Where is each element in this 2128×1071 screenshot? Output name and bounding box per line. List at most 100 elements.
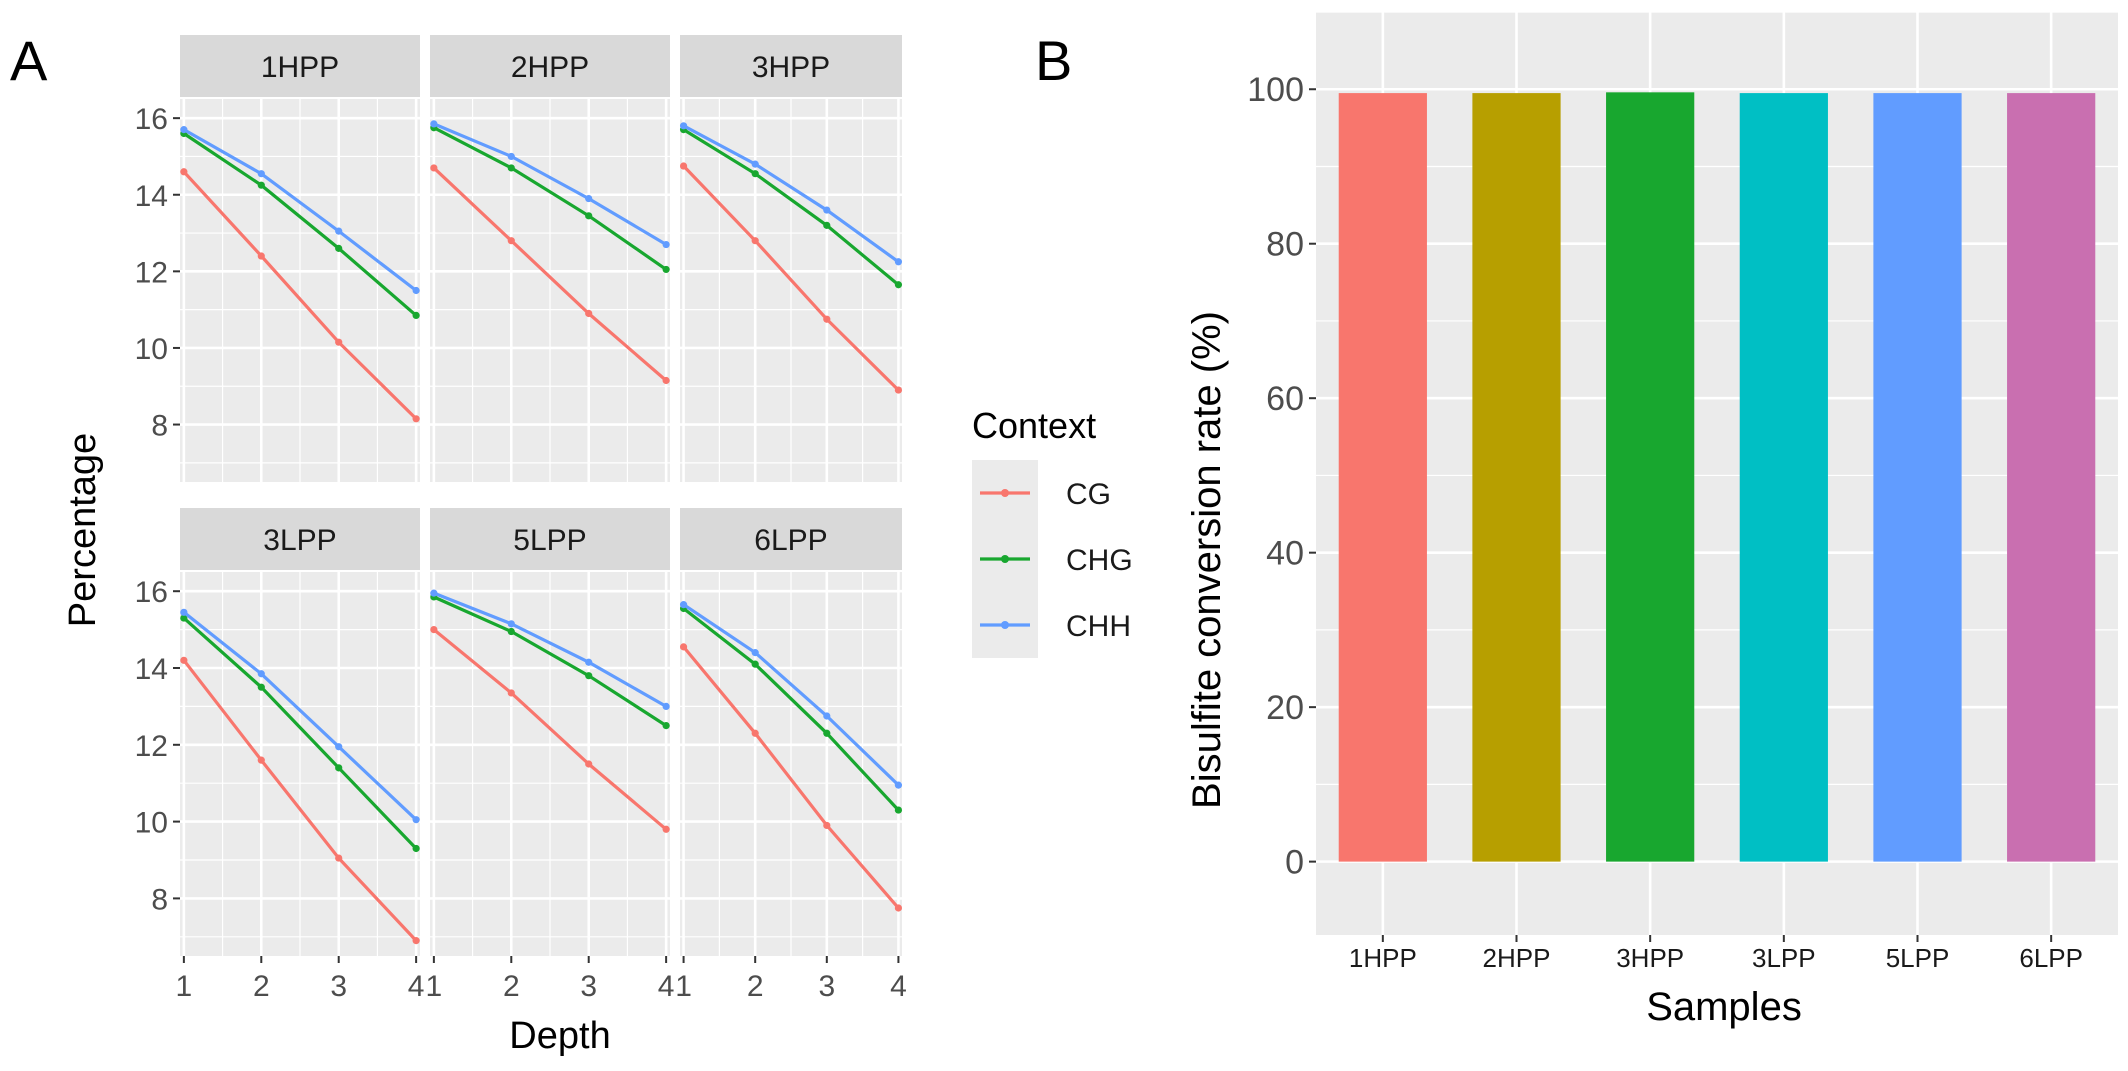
data-point-CHH (585, 194, 593, 203)
data-point-CHH (894, 781, 903, 789)
legend-point-CHH (1001, 621, 1009, 629)
y-tick-label: 0 (1285, 844, 1304, 882)
legend-label-CG: CG (1066, 478, 1111, 511)
facet-6LPP: 6LPP 1 2 3 4 (675, 508, 907, 1003)
data-point-CG (585, 309, 593, 318)
x-tick-label: 2 (503, 970, 520, 1003)
data-point-CHH (679, 601, 688, 609)
series-line-CHH (433, 591, 667, 708)
bar-6LPP (2007, 93, 2096, 862)
data-point-CG (180, 168, 188, 176)
x-tick-label: 3 (330, 970, 347, 1003)
y-axis-title-percentage: Percentage (62, 433, 104, 627)
legend-label-CHG: CHG (1066, 544, 1133, 577)
data-point-CHG (751, 660, 759, 668)
facet-strip-label: 3HPP (752, 51, 830, 84)
data-point-CHH (430, 120, 438, 128)
data-point-CHG (257, 181, 265, 189)
data-point-CG (257, 252, 265, 260)
data-point-CHG (335, 764, 343, 772)
data-point-CHG (507, 164, 515, 172)
data-point-CHG (823, 221, 831, 229)
data-point-CHG (662, 265, 670, 274)
facet-strip (430, 35, 670, 97)
facet-strip (680, 35, 902, 97)
series-line-CHH (682, 603, 900, 787)
data-point-CHH (507, 620, 515, 628)
facet-2HPP: 2HPP (430, 35, 670, 482)
y-tick-label: 12 (135, 730, 168, 763)
facet-strip-label: 3LPP (263, 524, 336, 557)
data-point-CHG (507, 627, 515, 636)
data-point-CHH (662, 240, 670, 249)
y-axis-title-conversion-rate: Bisulfite conversion rate (%) (1185, 311, 1229, 809)
data-point-CG (412, 937, 420, 945)
series-line-CG (182, 659, 418, 942)
data-point-CG (679, 162, 688, 170)
data-point-CHG (894, 806, 903, 814)
data-point-CG (751, 237, 759, 245)
series-line-CG (432, 628, 668, 831)
facet-strip (180, 508, 420, 570)
x-tick-label: 1 (176, 970, 193, 1003)
legend-point-CHG (1001, 555, 1009, 563)
data-point-CHH (412, 816, 420, 824)
y-tick-label: 14 (135, 180, 168, 213)
series-line-CHG (682, 607, 900, 812)
series-line-CHG (183, 132, 418, 317)
data-point-CHH (335, 743, 343, 751)
facet-strip (680, 508, 902, 570)
data-point-CG (430, 164, 438, 172)
x-tick-label: 4 (658, 970, 675, 1003)
data-point-CHG (823, 729, 831, 737)
x-tick-label: 3 (818, 970, 835, 1003)
data-point-CG (894, 386, 903, 394)
data-point-CG (335, 338, 343, 346)
data-point-CHG (585, 672, 593, 680)
bar-1HPP (1338, 93, 1427, 862)
facet-strip (430, 508, 670, 570)
data-point-CG (823, 315, 831, 323)
bar-2HPP (1472, 93, 1561, 862)
y-tick-label: 10 (135, 333, 168, 366)
bar-panel-background (1316, 12, 2118, 935)
series-line-CHG (433, 595, 667, 727)
facet-strip (180, 35, 420, 97)
data-point-CG (180, 656, 188, 664)
series-line-CHH (433, 122, 667, 246)
data-point-CHG (662, 722, 670, 730)
series-line-CHG (182, 616, 418, 850)
y-tick-label: 8 (151, 410, 168, 443)
x-tick-label: 3LPP (1752, 943, 1816, 973)
y-tick-label: 20 (1266, 689, 1304, 727)
data-point-CHH (180, 608, 188, 616)
legend: Context CG CHG CHH (972, 405, 1133, 658)
data-point-CHH (257, 670, 265, 678)
data-point-CHG (257, 683, 265, 691)
series-line-CHH (182, 611, 418, 821)
data-point-CHH (585, 658, 593, 666)
series-line-CHH (183, 128, 418, 292)
x-axis-title-samples: Samples (1646, 985, 1802, 1029)
facet-1HPP: 1HPP 8 10 12 14 16 (135, 35, 420, 482)
data-point-CHG (412, 844, 420, 853)
data-point-CG (894, 904, 903, 912)
bar-3LPP (1739, 93, 1828, 862)
data-point-CHG (180, 614, 188, 622)
legend-label-CHH: CHH (1066, 610, 1131, 643)
data-point-CHH (679, 122, 688, 130)
data-point-CHH (180, 126, 188, 134)
data-point-CG (507, 689, 515, 697)
y-tick-label: 16 (135, 103, 168, 136)
data-point-CHG (335, 244, 343, 252)
panel-label-b: B (1035, 29, 1072, 92)
y-tick-label: 14 (135, 653, 168, 686)
data-point-CG (412, 415, 420, 423)
x-tick-label: 3 (580, 970, 597, 1003)
facet-5LPP: 5LPP 1 2 3 4 (426, 508, 675, 1003)
y-tick-label: 10 (135, 807, 168, 840)
data-point-CG (679, 643, 688, 651)
series-line-CHH (682, 124, 900, 264)
